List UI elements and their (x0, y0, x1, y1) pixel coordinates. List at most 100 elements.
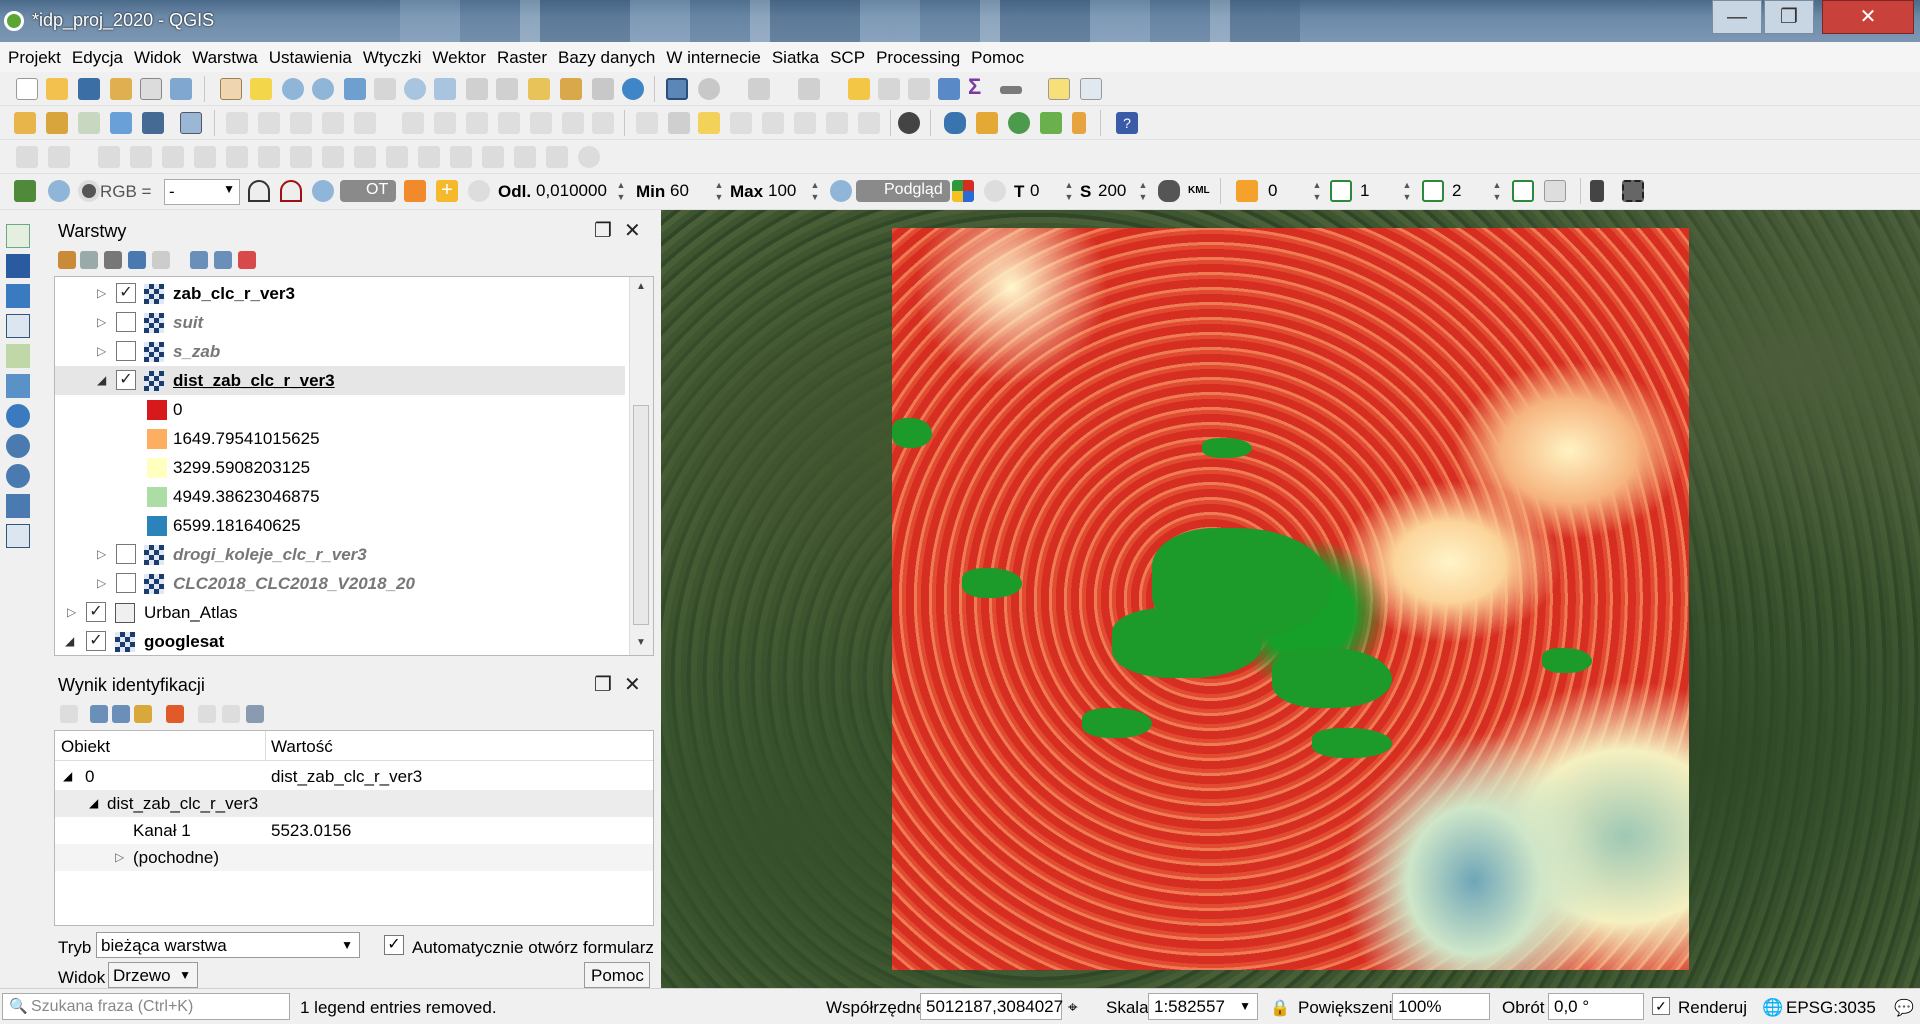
render-checkbox[interactable]: ✓ (1652, 997, 1670, 1015)
open-project-icon[interactable] (46, 78, 68, 100)
restore-button[interactable]: ❐ (1764, 0, 1814, 34)
copy-feature-icon[interactable] (198, 705, 216, 723)
new-shapefile-layer-icon[interactable] (78, 112, 100, 134)
pan-hand-icon[interactable] (220, 78, 242, 100)
expand-arrow-icon[interactable]: ▷ (97, 344, 107, 358)
delete-selected-icon[interactable] (434, 112, 456, 134)
globe-plugin-icon[interactable] (898, 112, 920, 134)
undo-icon[interactable] (562, 112, 584, 134)
band-next-icon[interactable] (1512, 180, 1534, 202)
add-spatialite-icon[interactable] (6, 374, 30, 398)
pan-to-selection-icon[interactable] (250, 78, 272, 100)
layer-row-dist-zab-clc-r-ver3[interactable]: ◢ ✓ dist_zab_clc_r_ver3 (55, 366, 625, 395)
scp-select-area-icon[interactable] (1622, 180, 1644, 202)
min-input[interactable]: 60 (670, 181, 689, 200)
layer-row-zab-clc-r-ver3[interactable]: ▷ ✓ zab_clc_r_ver3 (55, 279, 625, 308)
expand-arrow-icon[interactable]: ▷ (97, 286, 107, 300)
digitize-icon-7[interactable] (226, 146, 248, 168)
collapse-arrow-icon[interactable]: ◢ (97, 373, 107, 387)
layer-visibility-checkbox[interactable]: ✓ (86, 602, 106, 622)
scp-radio-icon[interactable] (78, 180, 100, 202)
plugin-person-icon[interactable] (1072, 112, 1086, 134)
select-features-icon[interactable] (748, 78, 770, 100)
digitize-icon-1[interactable] (16, 146, 38, 168)
band-set-icon[interactable] (1544, 180, 1566, 202)
digitize-icon-5[interactable] (162, 146, 184, 168)
expand-arrow-icon[interactable]: ▷ (97, 576, 107, 590)
band-g-icon[interactable] (1330, 180, 1352, 202)
s-spinner[interactable]: ▲ ▼ (1138, 180, 1148, 202)
identify-mode-icon[interactable] (246, 705, 264, 723)
collapse-arrow-icon[interactable]: ◢ (65, 634, 75, 648)
scp-zoom-roi-icon[interactable] (312, 180, 334, 202)
crs-button[interactable]: EPSG:3035 (1786, 998, 1876, 1017)
band-g-input[interactable]: 1 (1360, 181, 1370, 200)
print-response-icon[interactable] (222, 705, 240, 723)
new-print-layout-icon[interactable] (110, 78, 132, 100)
scroll-up-icon[interactable]: ▲ (636, 281, 646, 292)
new-virtual-layer-icon[interactable] (180, 112, 202, 134)
digitize-icon-6[interactable] (194, 146, 216, 168)
band-g-spinner[interactable]: ▲ ▼ (1402, 180, 1412, 202)
layer-visibility-checkbox[interactable]: ✓ (116, 283, 136, 303)
paste-features-icon[interactable] (530, 112, 552, 134)
digitize-icon-11[interactable] (354, 146, 376, 168)
remove-layer-icon[interactable] (238, 251, 256, 269)
scp-roi-icon[interactable] (404, 180, 426, 202)
scp-preview-toggle[interactable]: Podgląd (856, 180, 950, 202)
identify-form-icon[interactable] (60, 705, 78, 723)
scp-redo-roi-icon[interactable] (468, 180, 490, 202)
identify-features-icon[interactable] (666, 78, 688, 100)
menu-processing[interactable]: Processing (876, 48, 961, 67)
save-project-icon[interactable] (78, 78, 100, 100)
menu-widok[interactable]: Widok (133, 48, 182, 67)
collapse-all-icon[interactable] (214, 251, 232, 269)
scp-rgb-cycle-icon[interactable] (248, 180, 270, 202)
clear-results-icon[interactable] (166, 705, 184, 723)
zoom-in-icon[interactable] (282, 78, 304, 100)
show-hide-labels-icon[interactable] (730, 112, 752, 134)
menu-wtyczki[interactable]: Wtyczki (362, 48, 422, 67)
t-spinner[interactable]: ▲ ▼ (1064, 180, 1074, 202)
digitize-icon-17[interactable] (546, 146, 568, 168)
add-wfs-icon[interactable] (6, 464, 30, 488)
digitize-icon-13[interactable] (418, 146, 440, 168)
scp-redo-preview-icon[interactable] (984, 180, 1006, 202)
bookmark-icon[interactable] (592, 78, 614, 100)
layer-tree-scrollbar[interactable]: ▲ ▼ (629, 277, 653, 655)
field-calculator-icon[interactable] (908, 78, 930, 100)
close-panel-icon[interactable]: ✕ (624, 674, 641, 696)
toggle-editing-icon[interactable] (258, 112, 280, 134)
scp-rgb-cycle-red-icon[interactable] (280, 180, 302, 202)
add-virtual-layer-icon[interactable] (6, 494, 30, 518)
lock-scale-icon[interactable]: 🔒 (1270, 1000, 1290, 1017)
column-header-value[interactable]: Wartość (271, 737, 333, 756)
band-r-input[interactable]: 0 (1268, 181, 1278, 200)
layer-visibility-checkbox[interactable]: ✓ (116, 370, 136, 390)
change-label-icon[interactable] (826, 112, 848, 134)
plugin-refresh-icon[interactable] (1008, 112, 1030, 134)
scrollbar-thumb[interactable] (633, 405, 649, 625)
digitize-icon-12[interactable] (386, 146, 408, 168)
menu-scp[interactable]: SCP (830, 48, 866, 67)
filter-expression-icon[interactable] (152, 251, 170, 269)
minimize-button[interactable]: — (1712, 0, 1762, 34)
add-postgis-icon[interactable] (6, 404, 30, 428)
statistics-sigma-icon[interactable]: Σ (968, 74, 982, 99)
new-map-view-icon[interactable] (528, 78, 550, 100)
layer-row-drogi-koleje[interactable]: ▷ drogi_koleje_clc_r_ver3 (55, 540, 625, 569)
rotate-feature-icon[interactable] (578, 146, 600, 168)
scale-select[interactable]: 1:582557 ▼ (1148, 993, 1258, 1020)
table-row[interactable]: ◢ dist_zab_clc_r_ver3 (55, 790, 653, 817)
band-b-icon[interactable] (1422, 180, 1444, 202)
manage-visibility-icon[interactable] (104, 251, 122, 269)
menu-wektor[interactable]: Wektor (432, 48, 486, 67)
add-wms-icon[interactable] (6, 434, 30, 458)
expand-arrow-icon[interactable]: ▷ (97, 547, 107, 561)
table-row[interactable]: ◢ 0 dist_zab_clc_r_ver3 (55, 763, 653, 790)
toggle-extents-icon[interactable]: ⌖ (1068, 998, 1078, 1017)
digitize-icon-2[interactable] (48, 146, 70, 168)
python-console-icon[interactable] (944, 112, 966, 134)
menu-w-internecie[interactable]: W internecie (666, 48, 761, 67)
move-label-icon[interactable] (762, 112, 784, 134)
